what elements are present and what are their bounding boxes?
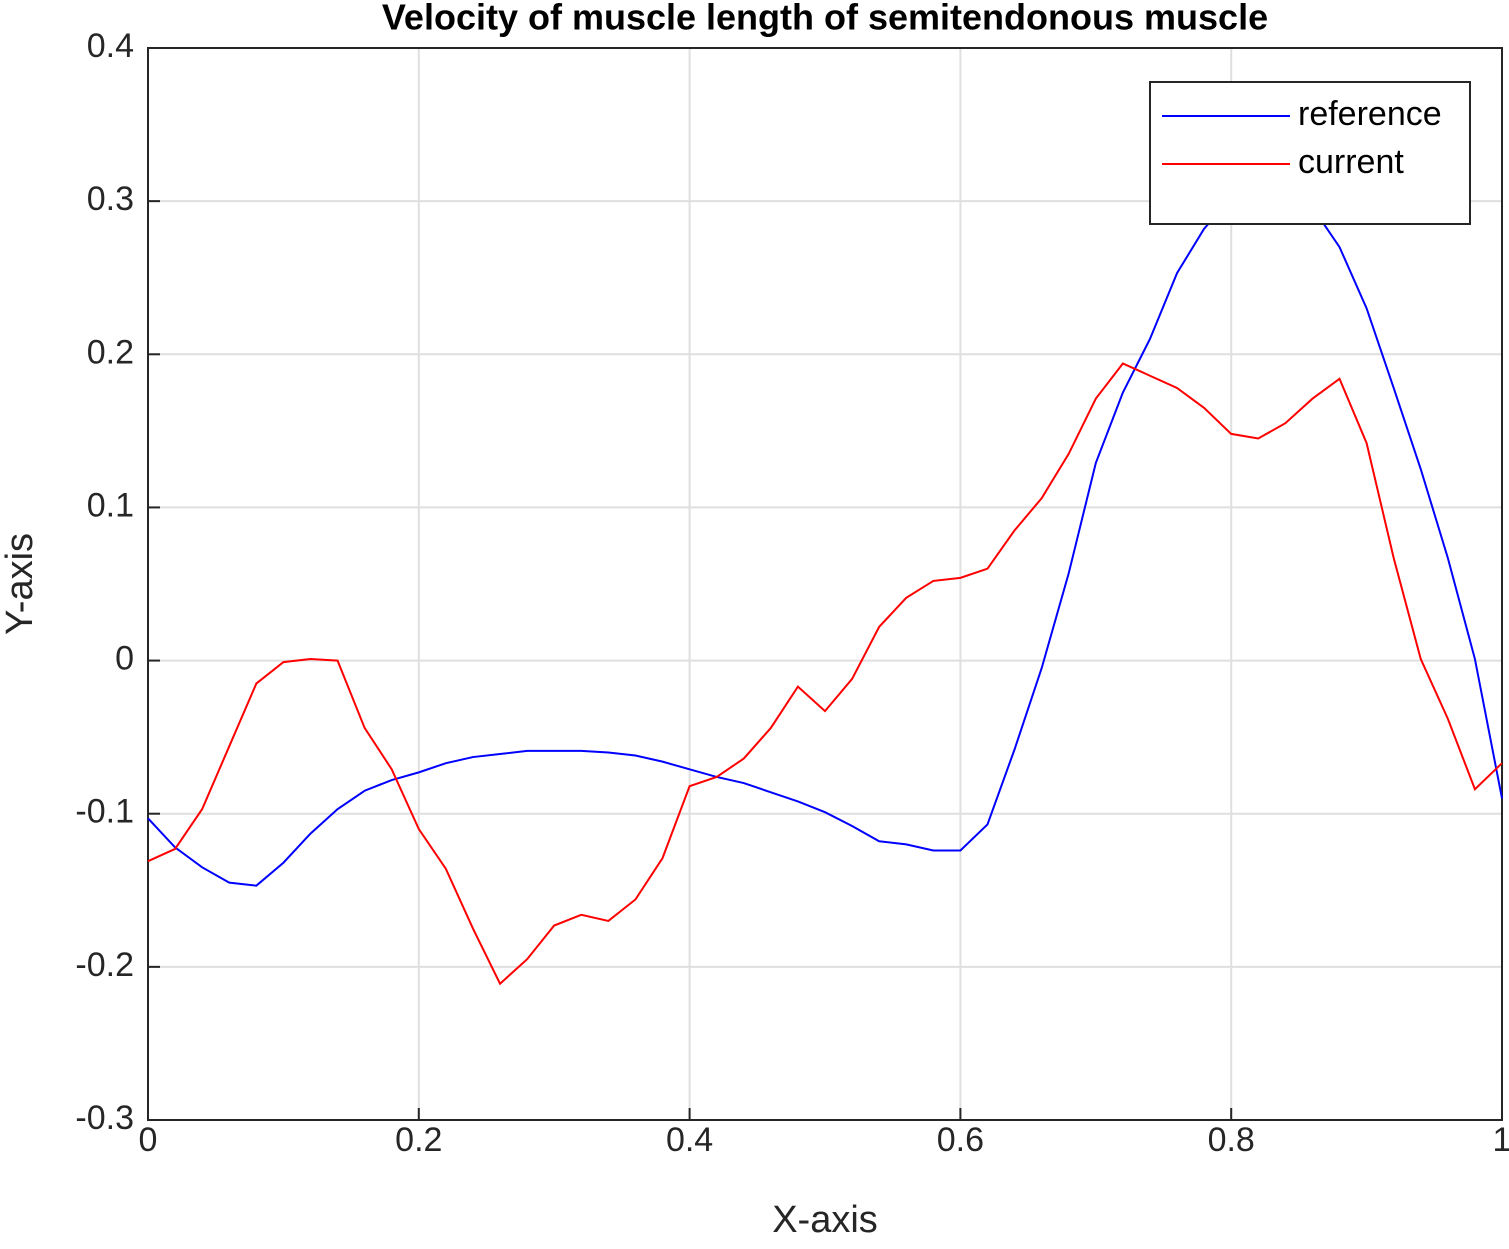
x-tick-label: 0: [139, 1121, 158, 1159]
y-axis-label: Y-axis: [0, 533, 41, 635]
axes-box: [147, 47, 1503, 1121]
x-tick-label: 0.2: [395, 1121, 442, 1159]
legend-box: [1149, 81, 1471, 225]
x-tick-label: 0.4: [666, 1121, 713, 1159]
y-tick-label: 0.2: [87, 333, 134, 371]
y-tick-label: 0.3: [87, 180, 134, 218]
y-tick-label: -0.1: [75, 793, 134, 831]
legend-label: reference: [1298, 95, 1442, 133]
y-tick-label: -0.3: [75, 1099, 134, 1137]
chart-title: Velocity of muscle length of semitendono…: [382, 0, 1268, 38]
legend-label: current: [1298, 143, 1404, 181]
y-tick-label: -0.2: [75, 946, 134, 984]
x-tick-label: 0.8: [1208, 1121, 1255, 1159]
plot-area: [148, 48, 1502, 1120]
line-series: [147, 362, 1503, 986]
x-axis-label: X-axis: [772, 1199, 878, 1241]
x-tick-label: 1: [1493, 1121, 1509, 1159]
y-tick-label: 0: [115, 640, 134, 678]
y-tick-label: 0.4: [87, 27, 134, 65]
x-tick-label: 0.6: [937, 1121, 984, 1159]
y-tick-label: 0.1: [87, 486, 134, 524]
